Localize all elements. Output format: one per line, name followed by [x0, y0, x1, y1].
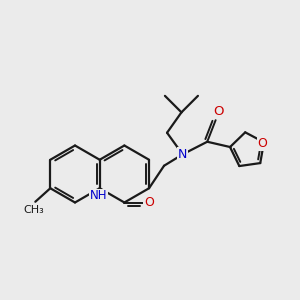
Text: O: O: [257, 137, 267, 150]
Text: O: O: [144, 196, 154, 209]
Text: NH: NH: [89, 189, 107, 202]
Text: CH₃: CH₃: [23, 205, 44, 215]
Text: O: O: [213, 105, 223, 118]
Text: N: N: [178, 148, 187, 161]
